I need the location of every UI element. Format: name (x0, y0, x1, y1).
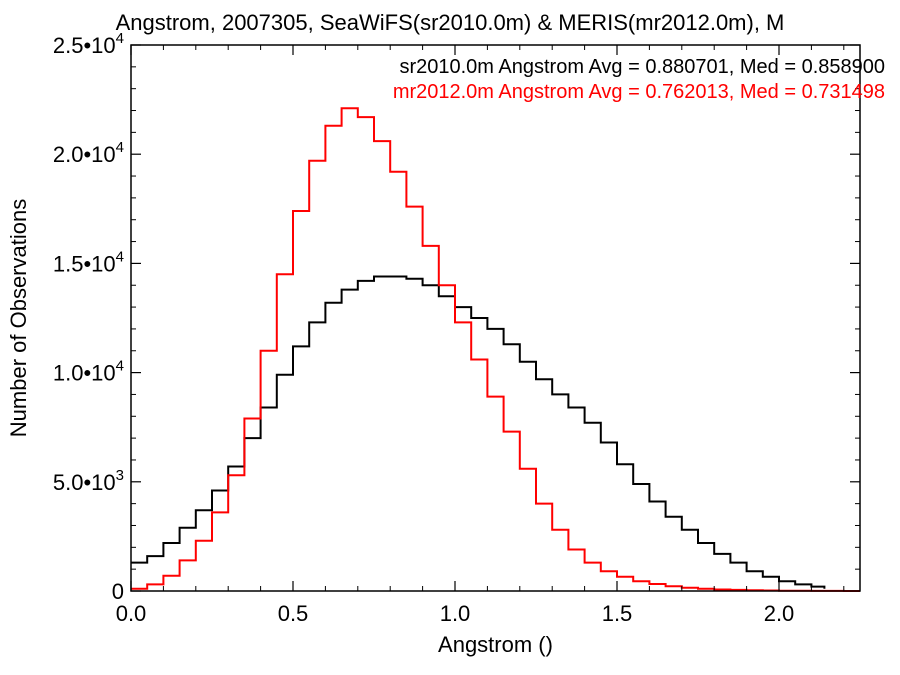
legend-entry-1: sr2010.0m Angstrom Avg = 0.880701, Med =… (399, 56, 885, 78)
y-tick-label: 0 (112, 579, 124, 604)
x-axis-label: Angstrom () (438, 632, 553, 657)
y-axis-label: Number of Observations (6, 199, 31, 437)
y-tick-label: 1.5•104 (53, 248, 124, 276)
y-tick-label: 2.0•104 (53, 139, 124, 167)
series-lines (131, 107, 860, 592)
x-tick-label: 2.0 (764, 601, 795, 626)
y-tick-label: 5.0•103 (53, 467, 124, 495)
y-axis-ticks: 0 5.0•103 1.0•104 1.5•104 2.0•104 2.5•104 (53, 30, 860, 604)
series-line-2 (131, 107, 860, 592)
x-tick-label: 0.0 (116, 601, 147, 626)
series-line-1 (131, 275, 826, 589)
legend-entry-2: mr2012.0m Angstrom Avg = 0.762013, Med =… (393, 81, 885, 103)
chart-title: Angstrom, 2007305, SeaWiFS(sr2010.0m) & … (116, 10, 785, 35)
legend: sr2010.0m Angstrom Avg = 0.880701, Med =… (393, 56, 885, 103)
y-tick-label: 1.0•104 (53, 358, 124, 386)
x-axis-ticks: 0.0 0.5 1.0 1.5 2.0 (116, 45, 845, 626)
y-tick-label: 2.5•104 (53, 30, 124, 58)
x-tick-label: 0.5 (278, 601, 309, 626)
plot-frame (130, 44, 861, 592)
x-tick-label: 1.0 (440, 601, 471, 626)
x-tick-label: 1.5 (602, 601, 633, 626)
